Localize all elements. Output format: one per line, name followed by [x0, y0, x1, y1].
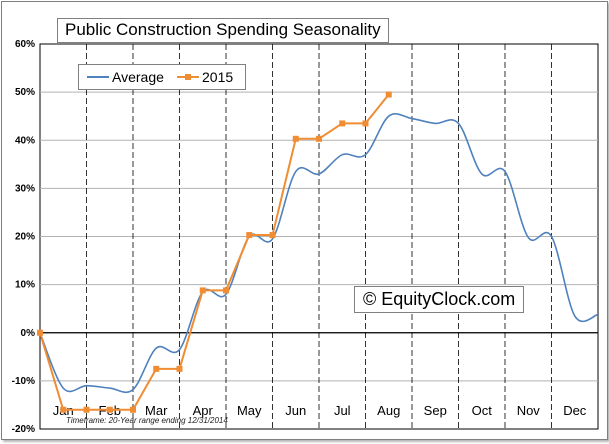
legend-marker-2015-icon [177, 74, 199, 80]
x-tick-label: Dec [563, 403, 587, 418]
x-tick-label: Mar [145, 403, 168, 418]
x-tick-label: Aug [377, 403, 400, 418]
series-point-2015 [83, 406, 90, 413]
series-point-2015 [60, 406, 67, 413]
chart-title: Public Construction Spending Seasonality [57, 18, 389, 43]
series-point-2015 [223, 287, 229, 294]
y-tick-label: 60% [15, 39, 35, 50]
series-point-2015 [199, 287, 206, 294]
watermark-label: © EquityClock.com [354, 286, 525, 313]
y-tick-label: 40% [15, 135, 35, 146]
legend: Average 2015 [78, 64, 246, 90]
y-tick-label: 20% [15, 232, 35, 243]
y-tick-label: 10% [15, 280, 35, 291]
series-point-2015 [153, 365, 160, 372]
legend-label-average: Average [112, 69, 164, 85]
series-point-2015 [339, 120, 346, 127]
chart-canvas: JanFebMarAprMayJunJulAugSepOctNovDec -20… [12, 39, 599, 435]
series-line-average [39, 113, 599, 394]
series-point-2015 [176, 365, 183, 372]
series-point-2015 [362, 120, 369, 127]
legend-label-2015: 2015 [202, 69, 234, 85]
series-point-2015 [292, 135, 299, 142]
x-tick-label: Apr [193, 403, 214, 418]
series-layer [37, 91, 599, 413]
legend-line-average-icon [87, 76, 109, 78]
series-line-2015 [39, 93, 390, 411]
series-point-2015 [269, 232, 276, 239]
series-point-2015 [130, 406, 136, 413]
x-tick-label: Oct [472, 403, 493, 418]
x-tick-label: Jul [334, 403, 351, 418]
y-axis: -20% -10% 0% 10% 20% 30% 40% 50% 60% [12, 39, 35, 435]
y-tick-label: -20% [12, 424, 35, 435]
series-point-2015 [106, 406, 113, 413]
x-tick-label: Nov [517, 403, 541, 418]
series-point-2015 [385, 91, 392, 98]
y-tick-label: 50% [15, 87, 35, 98]
x-axis: JanFebMarAprMayJunJulAugSepOctNovDec [53, 403, 587, 418]
y-tick-label: 0% [21, 328, 36, 339]
series-point-2015 [246, 232, 253, 239]
grid-layer [39, 43, 599, 430]
y-tick-label: -10% [12, 376, 35, 387]
y-tick-label: 30% [15, 183, 35, 194]
series-point-2015 [37, 329, 43, 336]
x-tick-label: Sep [424, 403, 447, 418]
x-tick-label: Jun [285, 403, 306, 418]
timeframe-footnote: Timeframe: 20-Year range ending 12/31/20… [66, 416, 228, 425]
x-tick-label: May [237, 403, 262, 418]
series-point-2015 [316, 135, 322, 142]
